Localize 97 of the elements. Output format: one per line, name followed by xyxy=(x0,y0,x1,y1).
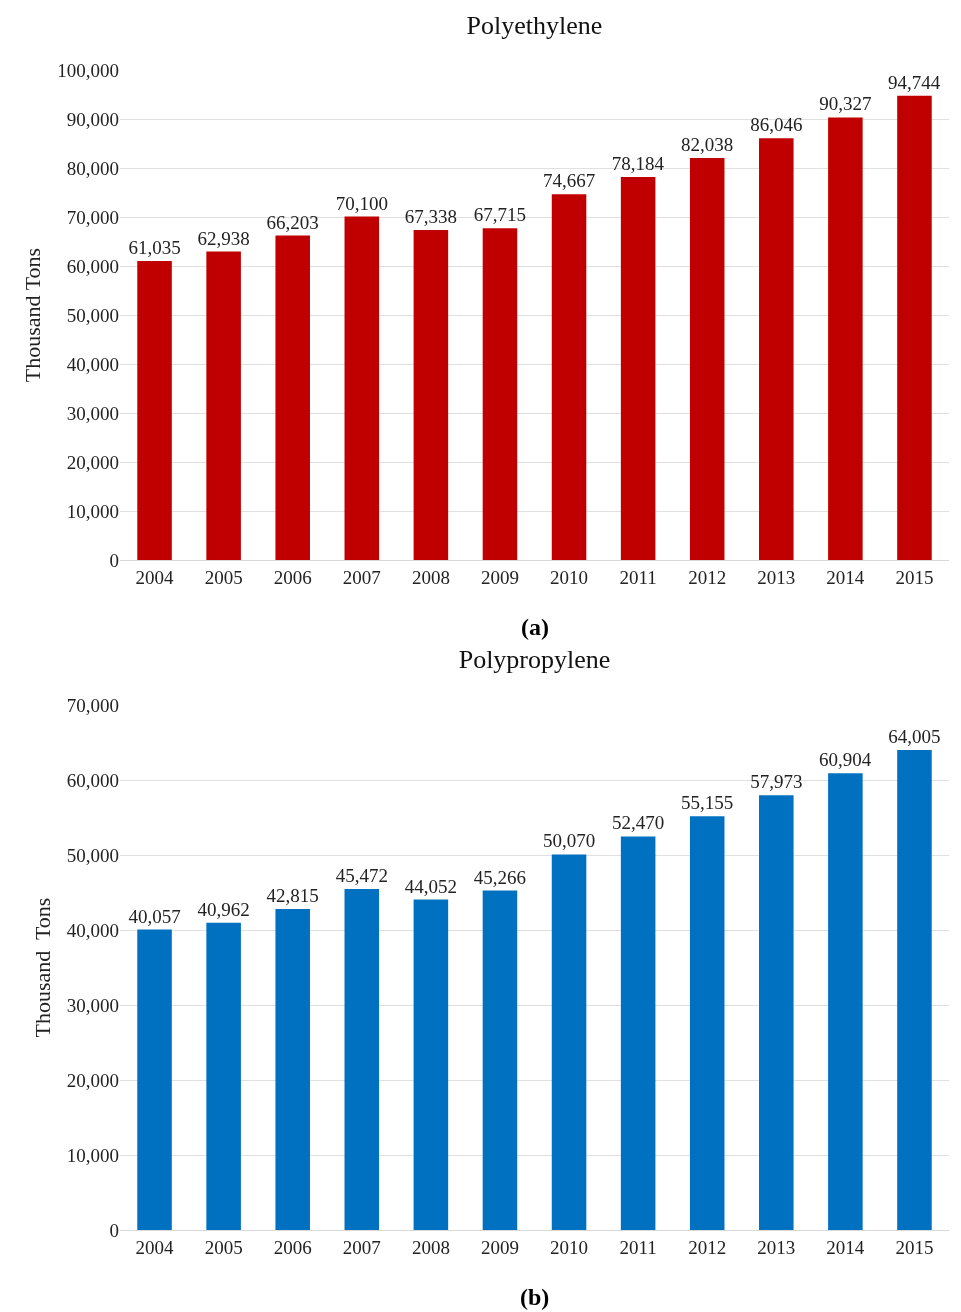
bar xyxy=(137,260,172,560)
y-tick-label: 40,000 xyxy=(66,353,119,375)
bar xyxy=(275,908,310,1230)
y-tick-label: 20,000 xyxy=(66,451,119,473)
x-tick-label: 2009 xyxy=(480,566,519,588)
data-label: 67,338 xyxy=(404,206,457,228)
y-tick-label: 90,000 xyxy=(66,108,119,130)
y-tick-label: 50,000 xyxy=(66,304,119,326)
bar xyxy=(344,888,380,1230)
x-tick-label: 2005 xyxy=(204,1236,243,1258)
y-tick-label: 30,000 xyxy=(66,402,119,424)
y-tick-label: 40,000 xyxy=(66,919,119,941)
data-label: 40,962 xyxy=(197,898,250,920)
data-label: 45,472 xyxy=(335,864,388,886)
data-label: 66,203 xyxy=(266,211,319,233)
y-tick-label: 0 xyxy=(109,549,119,571)
bar xyxy=(551,194,587,560)
y-tick-label: 70,000 xyxy=(66,694,119,716)
bar xyxy=(759,138,794,560)
x-tick-label: 2014 xyxy=(826,1236,865,1258)
y-axis-title: Thousand Tons xyxy=(29,897,55,1038)
text: (b) xyxy=(520,1284,550,1310)
data-label: 45,266 xyxy=(473,866,527,888)
bar xyxy=(620,176,656,560)
bar xyxy=(413,230,449,560)
y-tick-label: 0 xyxy=(109,1219,119,1241)
y-tick-label: 60,000 xyxy=(66,769,119,791)
x-tick-label: 2004 xyxy=(135,1236,175,1258)
bar xyxy=(897,95,932,560)
bar xyxy=(689,158,725,560)
x-tick-label: 2007 xyxy=(342,1236,381,1258)
x-tick-label: 2007 xyxy=(342,566,381,588)
data-label: 55,155 xyxy=(681,792,734,814)
bar xyxy=(551,854,587,1230)
data-label: 82,038 xyxy=(681,134,734,156)
bar xyxy=(275,235,310,560)
y-axis-title: Thousand Tons xyxy=(20,247,46,383)
data-label: 40,057 xyxy=(128,905,181,927)
y-tick-label: 100,000 xyxy=(57,59,119,81)
bar xyxy=(759,795,794,1230)
y-tick-label: 30,000 xyxy=(66,994,119,1016)
text: (a) xyxy=(521,614,549,640)
x-tick-label: 2005 xyxy=(204,566,243,588)
y-tick-label: 20,000 xyxy=(66,1069,119,1091)
bar xyxy=(828,117,863,560)
bar xyxy=(482,890,518,1230)
y-tick-label: 50,000 xyxy=(66,844,119,866)
x-tick-label: 2008 xyxy=(411,1236,450,1258)
data-label: 70,100 xyxy=(335,192,388,214)
bar xyxy=(620,836,656,1230)
y-tick-label: 10,000 xyxy=(66,500,119,522)
data-label: 57,973 xyxy=(750,771,803,793)
x-tick-label: 2010 xyxy=(550,566,589,588)
x-tick-label: 2004 xyxy=(135,566,175,588)
data-label: 74,667 xyxy=(542,170,596,192)
data-label: 90,327 xyxy=(819,93,872,115)
x-tick-label: 2013 xyxy=(757,1236,796,1258)
bar xyxy=(137,929,172,1230)
x-tick-label: 2013 xyxy=(757,566,796,588)
data-label: 60,904 xyxy=(819,749,872,771)
x-tick-label: 2010 xyxy=(550,1236,589,1258)
data-label: 52,470 xyxy=(612,812,665,834)
bar xyxy=(689,816,725,1230)
x-tick-label: 2012 xyxy=(688,566,727,588)
bar xyxy=(482,228,518,560)
x-tick-label: 2008 xyxy=(411,566,450,588)
x-tick-label: 2009 xyxy=(480,1236,519,1258)
data-label: 67,715 xyxy=(473,204,527,226)
bar xyxy=(344,216,380,560)
data-label: 94,744 xyxy=(888,71,941,93)
x-tick-label: 2006 xyxy=(273,1236,312,1258)
bar xyxy=(828,773,863,1230)
data-label: 64,005 xyxy=(888,725,941,747)
bar xyxy=(413,899,449,1230)
data-label: 50,070 xyxy=(542,830,596,852)
x-tick-label: 2015 xyxy=(895,566,934,588)
x-tick-label: 2011 xyxy=(619,566,657,588)
x-tick-label: 2012 xyxy=(688,1236,727,1258)
chart-title: Polyethylene xyxy=(466,11,603,41)
bar xyxy=(206,922,241,1230)
data-label: 61,035 xyxy=(128,236,181,258)
data-label: 62,938 xyxy=(197,227,250,249)
x-tick-label: 2011 xyxy=(619,1236,657,1258)
y-tick-label: 60,000 xyxy=(66,255,119,277)
x-tick-label: 2014 xyxy=(826,566,865,588)
y-tick-label: 10,000 xyxy=(66,1144,119,1166)
data-label: 78,184 xyxy=(611,152,665,174)
x-tick-label: 2006 xyxy=(273,566,312,588)
x-tick-label: 2015 xyxy=(895,1236,934,1258)
data-label: 42,815 xyxy=(266,884,319,906)
y-tick-label: 70,000 xyxy=(66,206,119,228)
y-tick-label: 80,000 xyxy=(66,157,119,179)
chart-title: Polypropylene xyxy=(458,645,611,675)
data-label: 44,052 xyxy=(404,875,457,897)
bar xyxy=(897,749,932,1230)
data-label: 86,046 xyxy=(750,114,803,136)
bar xyxy=(206,251,241,560)
